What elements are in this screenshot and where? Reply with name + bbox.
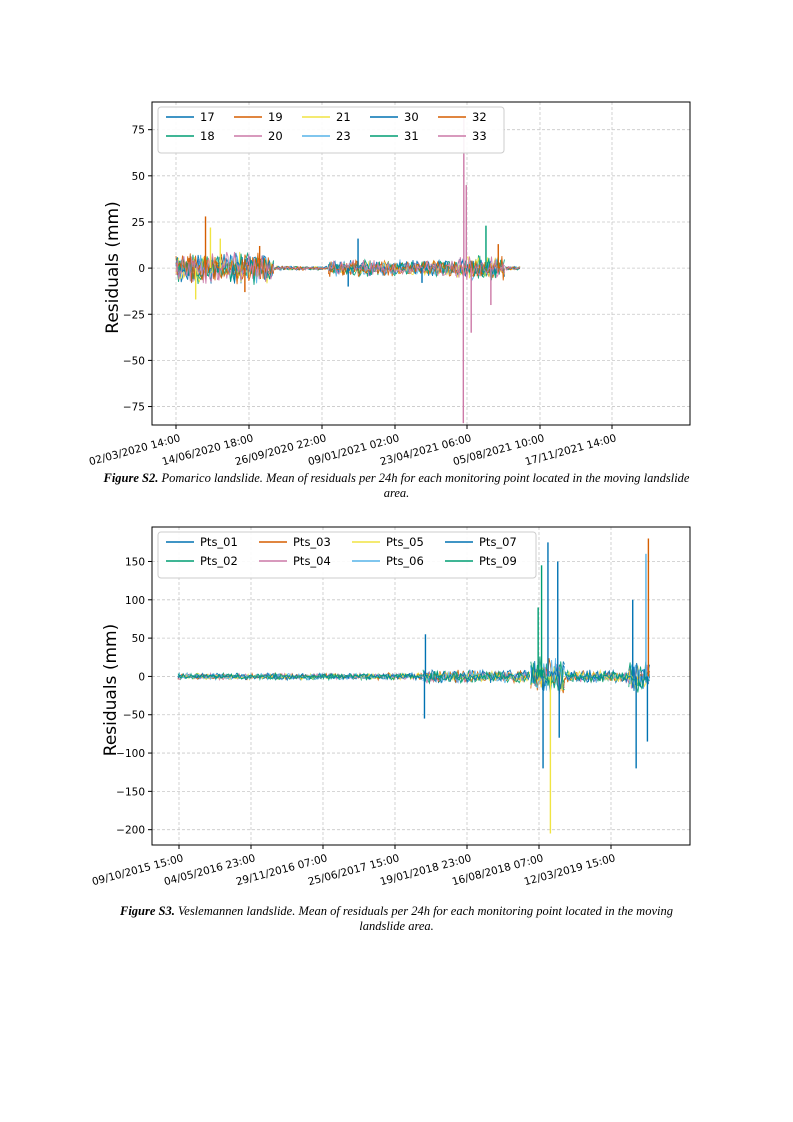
y-axis-label: Residuals (mm)	[101, 624, 121, 756]
legend-label-Pts_02: Pts_02	[200, 554, 238, 568]
figure-s2-caption: Figure S2. Pomarico landslide. Mean of r…	[100, 471, 693, 501]
legend-label-Pts_06: Pts_06	[386, 554, 424, 568]
legend-label-18: 18	[200, 129, 215, 143]
plot-frame	[151, 526, 691, 846]
legend-box	[157, 106, 505, 154]
legend-label-Pts_07: Pts_07	[479, 535, 517, 549]
legend-label-31: 31	[404, 129, 419, 143]
y-tick-label: −50	[123, 710, 145, 722]
legend-label-Pts_03: Pts_03	[293, 535, 331, 549]
legend-label-19: 19	[268, 110, 283, 124]
figure-s2-label: Figure S2.	[103, 471, 159, 485]
y-tick-label: 100	[125, 595, 145, 607]
legend-label-Pts_09: Pts_09	[479, 554, 517, 568]
legend-label-17: 17	[200, 110, 215, 124]
series-line-33	[175, 251, 521, 284]
figure-s3-text: Veslemannen landslide. Mean of residuals…	[178, 904, 673, 933]
legend-label-Pts_04: Pts_04	[293, 554, 331, 568]
y-axis-label: Residuals (mm)	[103, 201, 123, 333]
series-line-31	[175, 251, 521, 285]
y-tick-label: 75	[132, 125, 145, 137]
y-tick-label: 25	[132, 217, 145, 229]
y-tick-label: 150	[125, 556, 145, 568]
figure-s2-text: Pomarico landslide. Mean of residuals pe…	[161, 471, 690, 500]
legend-label-30: 30	[404, 110, 419, 124]
y-tick-label: −150	[116, 786, 145, 798]
legend-label-21: 21	[336, 110, 351, 124]
y-tick-label: 0	[138, 671, 145, 683]
legend-label-Pts_05: Pts_05	[386, 535, 424, 549]
y-tick-label: 50	[132, 633, 145, 645]
y-tick-label: −200	[116, 825, 145, 837]
plot-frame	[151, 101, 691, 426]
series-line-Pts_09	[177, 661, 650, 693]
figure-s3-caption: Figure S3. Veslemannen landslide. Mean o…	[100, 904, 693, 934]
y-tick-label: −75	[123, 402, 145, 414]
y-tick-label: 0	[138, 263, 145, 275]
series-line-32	[175, 252, 521, 284]
legend-label-33: 33	[472, 129, 487, 143]
legend-label-23: 23	[336, 129, 351, 143]
legend-box	[157, 531, 537, 579]
y-tick-label: −25	[123, 309, 145, 321]
legend-label-32: 32	[472, 110, 487, 124]
y-tick-label: 50	[132, 171, 145, 183]
y-tick-label: −50	[123, 355, 145, 367]
figure-s3-label: Figure S3.	[120, 904, 175, 918]
legend-label-20: 20	[268, 129, 283, 143]
legend-label-Pts_01: Pts_01	[200, 535, 238, 549]
y-tick-label: −100	[116, 748, 145, 760]
